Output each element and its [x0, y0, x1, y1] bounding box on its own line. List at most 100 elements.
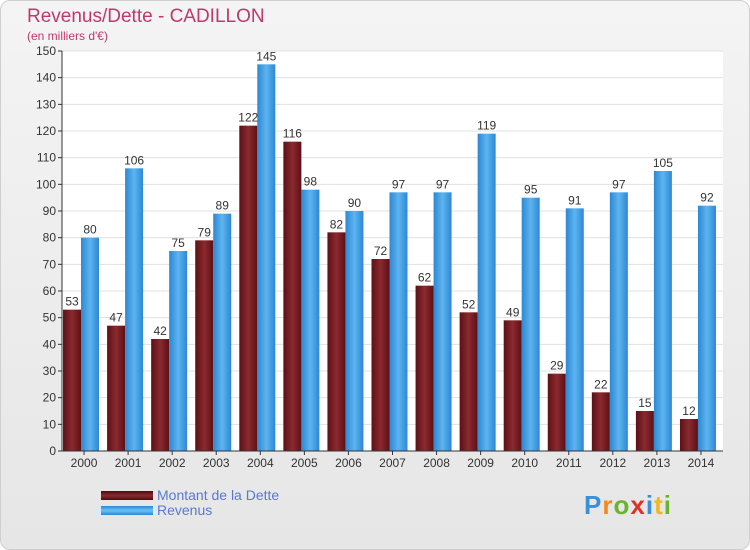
x-tick-label: 2013 — [644, 456, 671, 470]
data-label: 42 — [153, 324, 167, 338]
data-label: 15 — [638, 396, 652, 410]
x-tick-label: 2009 — [467, 456, 494, 470]
chart-subtitle: (en milliers d'€) — [27, 29, 108, 43]
bar-revenus-2010 — [521, 197, 540, 451]
bar-revenus-2014 — [697, 205, 716, 451]
bar-revenus-2013 — [653, 171, 672, 451]
logo-letter: i — [663, 490, 672, 520]
bar-dette-2006 — [327, 232, 346, 451]
data-label: 49 — [506, 305, 520, 319]
bar-dette-2012 — [591, 392, 610, 451]
y-tick-label: 150 — [36, 44, 56, 58]
data-label: 145 — [256, 49, 276, 63]
bar-revenus-2011 — [565, 208, 584, 451]
data-label: 105 — [653, 156, 673, 170]
x-tick-label: 2001 — [115, 456, 142, 470]
legend-label-dette: Montant de la Dette — [157, 487, 280, 503]
data-label: 97 — [612, 177, 626, 191]
bar-dette-2009 — [459, 312, 478, 451]
axes — [58, 50, 723, 455]
bar-revenus-2002 — [169, 251, 188, 451]
y-tick-label: 0 — [49, 444, 56, 458]
logo-letter: x — [630, 490, 646, 520]
y-tick-label: 40 — [43, 337, 57, 351]
data-label: 22 — [594, 377, 608, 391]
logo-letter: o — [613, 490, 631, 520]
bar-revenus-2008 — [433, 192, 452, 452]
data-label: 72 — [374, 244, 388, 258]
bar-revenus-2005 — [301, 189, 320, 451]
bar-dette-2000 — [63, 309, 82, 451]
x-tick-label: 2011 — [556, 456, 582, 470]
data-label: 97 — [436, 177, 450, 191]
data-label: 75 — [171, 236, 185, 250]
data-label: 29 — [550, 359, 564, 373]
x-tick-label: 2003 — [203, 456, 230, 470]
data-label: 89 — [216, 199, 230, 213]
bar-dette-2002 — [151, 339, 170, 451]
bar-revenus-2007 — [389, 192, 408, 452]
bar-dette-2010 — [503, 320, 522, 451]
data-label: 116 — [283, 127, 302, 141]
data-label: 90 — [348, 196, 362, 210]
x-tick-label: 2007 — [379, 456, 406, 470]
x-tick-label: 2008 — [423, 456, 450, 470]
data-label: 95 — [524, 183, 538, 197]
data-label: 52 — [462, 297, 476, 311]
chart-title: Revenus/Dette - CADILLON — [27, 6, 265, 27]
bar-revenus-2009 — [477, 133, 496, 451]
y-tick-label: 20 — [43, 391, 57, 405]
bar-dette-2011 — [547, 373, 566, 451]
labels: 0 10 20 30 40 50 60 70 80 90 100 110 120 130 140 150 53 8… — [36, 44, 715, 470]
logo-letter: P — [584, 490, 603, 520]
y-tick-label: 30 — [43, 364, 57, 378]
y-tick-label: 100 — [36, 177, 56, 191]
proxiti-logo: Proxiti — [584, 490, 672, 521]
y-tick-label: 110 — [37, 151, 56, 165]
y-tick-label: 90 — [43, 204, 57, 218]
x-tick-label: 2014 — [688, 456, 715, 470]
data-label: 53 — [65, 295, 79, 309]
legend-label-revenus: Revenus — [157, 502, 213, 518]
x-tick-label: 2000 — [71, 456, 98, 470]
bar-dette-2005 — [283, 141, 302, 451]
y-tick-label: 60 — [43, 284, 57, 298]
data-label: 119 — [477, 119, 496, 133]
x-tick-label: 2005 — [291, 456, 318, 470]
y-tick-label: 120 — [36, 124, 56, 138]
bar-dette-2007 — [371, 259, 390, 451]
data-label: 91 — [568, 193, 582, 207]
bar-dette-2003 — [195, 240, 214, 451]
logo-letter: i — [645, 490, 655, 520]
x-tick-label: 2010 — [511, 456, 538, 470]
x-tick-label: 2012 — [599, 456, 626, 470]
data-label: 106 — [124, 153, 144, 167]
bar-revenus-2006 — [345, 211, 364, 451]
bar-dette-2013 — [635, 411, 654, 451]
data-label: 80 — [83, 223, 97, 237]
y-tick-label: 140 — [36, 71, 56, 85]
data-label: 97 — [392, 177, 406, 191]
data-label: 92 — [700, 191, 714, 205]
bar-dette-2008 — [415, 285, 434, 451]
bar-revenus-2000 — [81, 237, 100, 451]
data-label: 98 — [304, 175, 318, 189]
legend-swatch-revenus — [101, 506, 153, 515]
bar-revenus-2003 — [213, 213, 232, 451]
logo-letter: t — [654, 490, 664, 520]
y-tick-label: 70 — [43, 257, 57, 271]
y-tick-label: 50 — [43, 311, 57, 325]
data-label: 82 — [330, 217, 344, 231]
bar-revenus-2004 — [257, 64, 276, 452]
logo-letter: r — [602, 490, 614, 520]
y-tick-label: 130 — [36, 97, 56, 111]
data-label: 12 — [682, 404, 696, 418]
x-tick-label: 2004 — [247, 456, 274, 470]
x-tick-label: 2006 — [335, 456, 362, 470]
y-tick-label: 10 — [43, 417, 57, 431]
data-label: 62 — [418, 271, 432, 285]
bar-revenus-2012 — [609, 192, 628, 452]
bar-dette-2001 — [107, 325, 126, 451]
